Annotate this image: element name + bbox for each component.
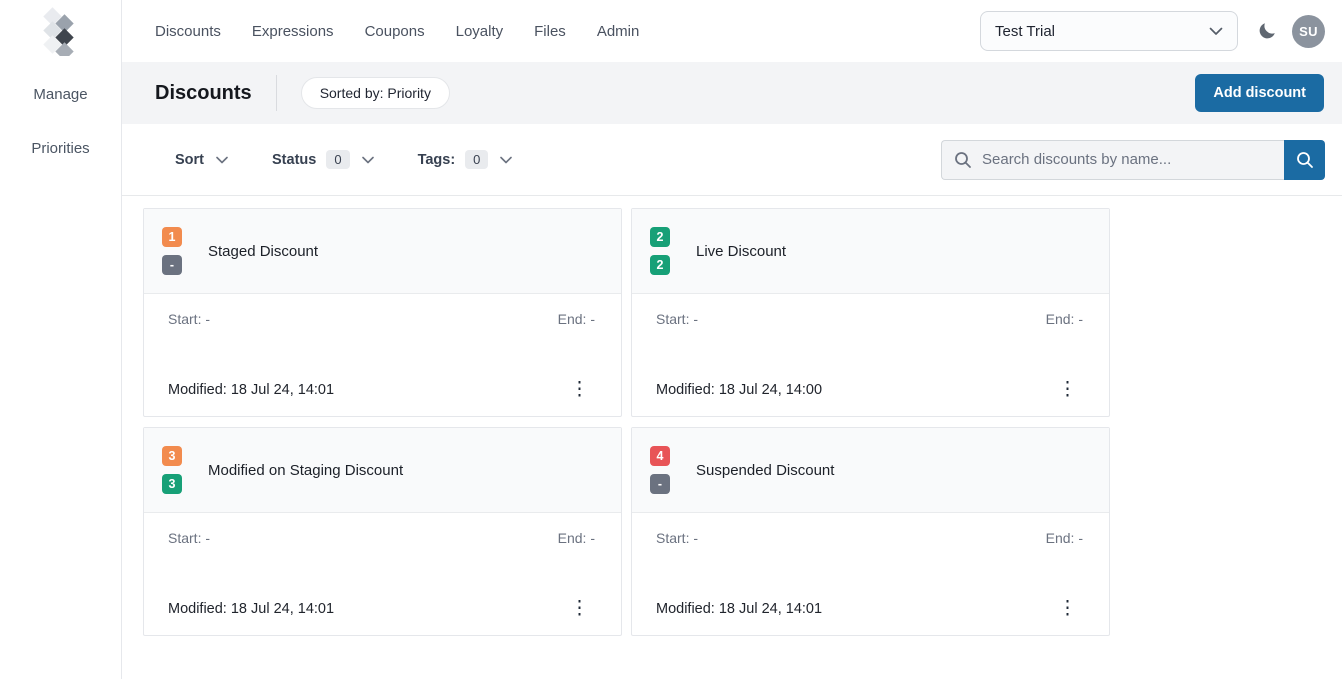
end-date: End: - [557, 311, 595, 327]
priority-badges: 4 - [650, 446, 670, 494]
discount-name[interactable]: Modified on Staging Discount [208, 461, 404, 479]
nav-item-discounts[interactable]: Discounts [155, 22, 221, 40]
content-area: 1 - Staged Discount Start: - End: - Modi… [122, 196, 1342, 679]
priority-badge-bottom: - [162, 255, 182, 275]
discount-card[interactable]: 2 2 Live Discount Start: - End: - Modifi… [631, 208, 1110, 417]
search-icon [1296, 151, 1313, 168]
priority-badges: 3 3 [162, 446, 182, 494]
priority-badge-top: 3 [162, 446, 182, 466]
card-menu-button[interactable]: ⋮ [564, 378, 595, 401]
card-header: 2 2 Live Discount [632, 209, 1109, 294]
top-bar: Discounts Expressions Coupons Loyalty Fi… [122, 0, 1342, 62]
brand-diamond-logo-icon [42, 7, 74, 56]
priority-badge-bottom: 2 [650, 255, 670, 275]
card-dates: Start: - End: - [168, 311, 595, 327]
card-footer: Modified: 18 Jul 24, 14:00 ⋮ [656, 378, 1083, 401]
end-date: End: - [1045, 311, 1083, 327]
chevron-down-icon [216, 156, 228, 164]
user-avatar[interactable]: SU [1292, 14, 1325, 48]
left-sidebar: Manage Priorities [0, 0, 122, 679]
top-navigation: Discounts Expressions Coupons Loyalty Fi… [155, 23, 639, 40]
discount-name[interactable]: Live Discount [696, 242, 787, 260]
search-input[interactable] [941, 139, 1284, 180]
card-menu-button[interactable]: ⋮ [1052, 378, 1083, 401]
nav-item-admin[interactable]: Admin [596, 22, 640, 40]
page-header: Discounts Sorted by: Priority Add discou… [122, 62, 1342, 124]
discount-card[interactable]: 3 3 Modified on Staging Discount Start: … [143, 427, 622, 636]
card-dates: Start: - End: - [656, 530, 1083, 546]
card-menu-button[interactable]: ⋮ [1052, 597, 1083, 620]
nav-item-files[interactable]: Files [534, 22, 566, 40]
priority-badge-top: 2 [650, 227, 670, 247]
sidebar-item-priorities[interactable]: Priorities [31, 139, 90, 157]
dark-mode-toggle[interactable] [1256, 20, 1278, 42]
nav-item-loyalty[interactable]: Loyalty [455, 22, 504, 40]
discount-card[interactable]: 1 - Staged Discount Start: - End: - Modi… [143, 208, 622, 417]
header-divider [275, 75, 277, 111]
status-count-badge: 0 [326, 150, 350, 169]
priority-badge-top: 1 [162, 227, 182, 247]
page-title: Discounts [155, 81, 252, 104]
card-menu-button[interactable]: ⋮ [564, 597, 595, 620]
logo[interactable] [0, 0, 121, 62]
discount-card-grid: 1 - Staged Discount Start: - End: - Modi… [143, 208, 1342, 636]
sort-label: Sort [175, 151, 204, 168]
card-body: Start: - End: - Modified: 18 Jul 24, 14:… [144, 513, 621, 635]
card-header: 4 - Suspended Discount [632, 428, 1109, 513]
card-header: 3 3 Modified on Staging Discount [144, 428, 621, 513]
modified-date: Modified: 18 Jul 24, 14:01 [168, 600, 335, 617]
card-body: Start: - End: - Modified: 18 Jul 24, 14:… [632, 294, 1109, 416]
end-date: End: - [557, 530, 595, 546]
search-box [941, 139, 1325, 180]
filter-bar: Sort Status 0 Tags: 0 [122, 124, 1342, 196]
search-icon [953, 150, 973, 175]
priority-badge-top: 4 [650, 446, 670, 466]
priority-badge-bottom: - [650, 474, 670, 494]
sidebar-nav: Manage Priorities [0, 74, 121, 168]
card-dates: Start: - End: - [656, 311, 1083, 327]
tags-count-badge: 0 [465, 150, 489, 169]
start-date: Start: - [656, 530, 699, 546]
chevron-down-icon [500, 156, 513, 164]
priority-badges: 2 2 [650, 227, 670, 275]
priority-badges: 1 - [162, 227, 182, 275]
start-date: Start: - [168, 311, 211, 327]
card-footer: Modified: 18 Jul 24, 14:01 ⋮ [168, 597, 595, 620]
card-header: 1 - Staged Discount [144, 209, 621, 294]
moon-icon [1259, 23, 1275, 39]
add-discount-button[interactable]: Add discount [1195, 74, 1324, 112]
start-date: Start: - [168, 530, 211, 546]
chevron-down-icon [361, 156, 374, 164]
chevron-down-icon [1209, 27, 1223, 36]
discount-name[interactable]: Suspended Discount [696, 461, 835, 479]
tags-filter-dropdown[interactable]: Tags: 0 [418, 150, 513, 169]
nav-item-coupons[interactable]: Coupons [364, 22, 425, 40]
tags-label: Tags: [417, 151, 456, 168]
end-date: End: - [1045, 530, 1083, 546]
main-column: Discounts Expressions Coupons Loyalty Fi… [122, 0, 1342, 679]
modified-date: Modified: 18 Jul 24, 14:01 [168, 381, 335, 398]
modified-date: Modified: 18 Jul 24, 14:01 [656, 600, 823, 617]
status-label: Status [272, 151, 317, 168]
application-selector[interactable]: Test Trial [980, 11, 1238, 51]
discount-card[interactable]: 4 - Suspended Discount Start: - End: - M… [631, 427, 1110, 636]
priority-badge-bottom: 3 [162, 474, 182, 494]
card-footer: Modified: 18 Jul 24, 14:01 ⋮ [656, 597, 1083, 620]
sorted-by-pill[interactable]: Sorted by: Priority [300, 77, 450, 109]
modified-date: Modified: 18 Jul 24, 14:00 [656, 381, 823, 398]
application-selector-value: Test Trial [995, 22, 1056, 40]
status-filter-dropdown[interactable]: Status 0 [272, 150, 374, 169]
search-submit-button[interactable] [1284, 139, 1325, 180]
discount-name[interactable]: Staged Discount [208, 242, 319, 260]
start-date: Start: - [656, 311, 699, 327]
card-dates: Start: - End: - [168, 530, 595, 546]
card-body: Start: - End: - Modified: 18 Jul 24, 14:… [632, 513, 1109, 635]
nav-item-expressions[interactable]: Expressions [251, 22, 334, 40]
sort-dropdown[interactable]: Sort [175, 152, 228, 168]
card-body: Start: - End: - Modified: 18 Jul 24, 14:… [144, 294, 621, 416]
sidebar-item-manage[interactable]: Manage [33, 85, 88, 103]
card-footer: Modified: 18 Jul 24, 14:01 ⋮ [168, 378, 595, 401]
